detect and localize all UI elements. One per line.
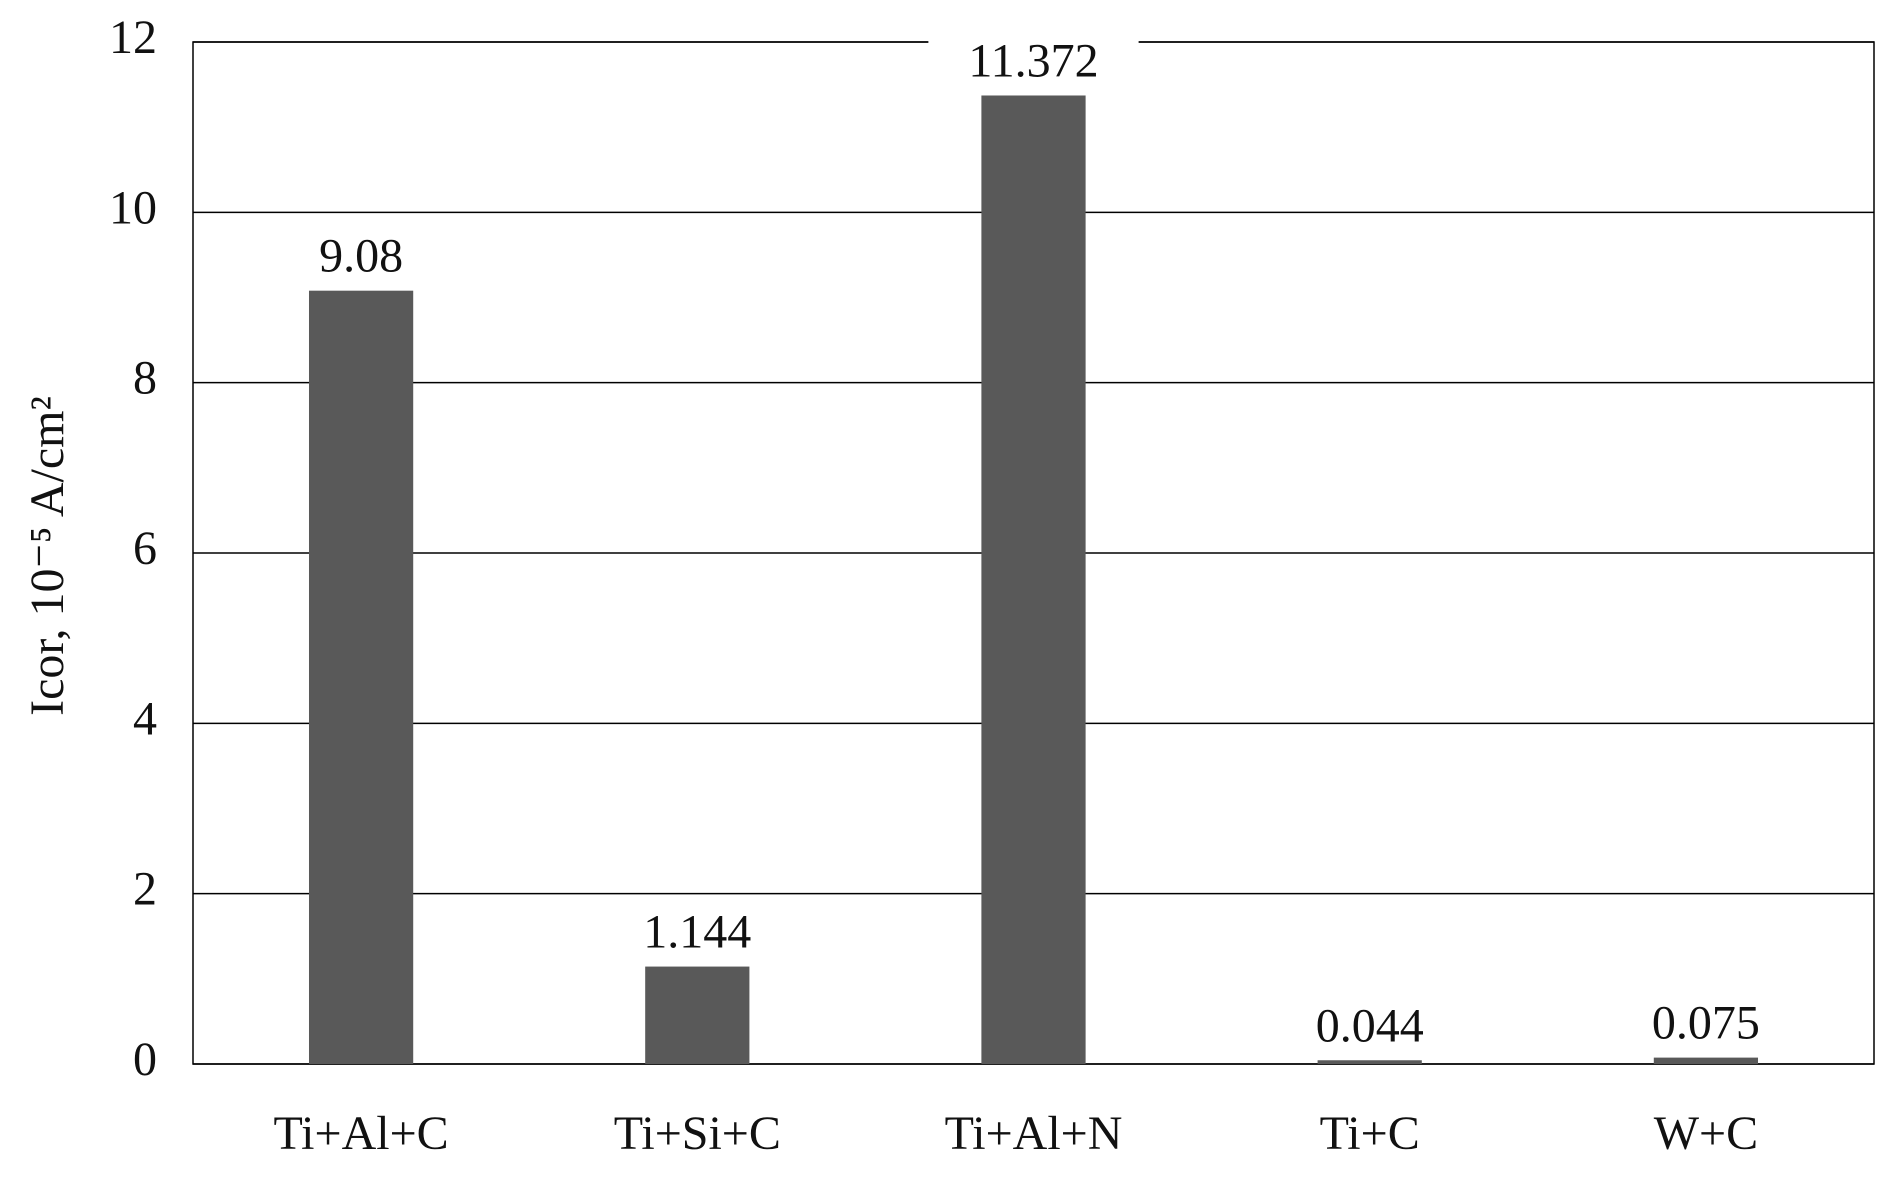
y-tick-label: 12 [109,11,157,64]
x-tick-label: Ti+C [1320,1107,1420,1160]
y-tick-label: 6 [133,522,157,575]
value-label-background [1611,1000,1800,1046]
x-tick-label: Ti+Si+C [614,1107,781,1160]
value-label-background [603,909,792,955]
value-label-background [279,233,444,279]
value-label-background [1275,1003,1464,1049]
x-tick-label: Ti+Al+N [945,1107,1123,1160]
value-label: 0.044 [1316,999,1424,1052]
value-label: 9.08 [319,230,403,283]
bar [1317,1060,1422,1064]
bar [1653,1057,1759,1064]
y-tick-label: 4 [133,692,157,745]
y-tick-label: 10 [109,181,157,234]
y-tick-label: 8 [133,352,157,405]
y-axis-label: Icor, 10⁻⁵ A/cm² [21,396,74,716]
bar [308,290,414,1065]
y-tick-label: 2 [133,863,157,916]
bar [981,95,1086,1064]
bar [645,966,750,1064]
value-label: 0.075 [1652,997,1760,1050]
value-label-background [928,38,1139,84]
value-label: 1.144 [643,906,751,959]
x-tick-label: W+C [1654,1107,1758,1160]
y-tick-label: 0 [133,1033,157,1086]
x-tick-label: Ti+Al+C [274,1107,449,1160]
value-label: 11.372 [968,35,1098,88]
